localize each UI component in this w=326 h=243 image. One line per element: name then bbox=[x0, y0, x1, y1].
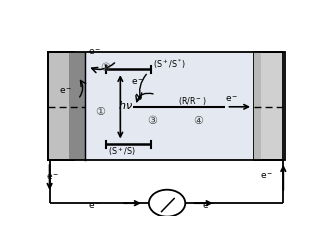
Bar bbox=[48, 52, 285, 160]
Text: ②: ② bbox=[100, 63, 110, 73]
Text: e$^-$: e$^-$ bbox=[88, 201, 102, 211]
Text: e$^-$: e$^-$ bbox=[59, 86, 72, 96]
Text: (R/R$^-$): (R/R$^-$) bbox=[178, 95, 207, 107]
Text: (S$^+$/S): (S$^+$/S) bbox=[108, 145, 135, 158]
Text: e$^-$: e$^-$ bbox=[131, 78, 145, 87]
Text: $h\nu$: $h\nu$ bbox=[118, 99, 133, 111]
Bar bbox=[85, 52, 254, 160]
Text: ③: ③ bbox=[147, 116, 157, 126]
Circle shape bbox=[149, 190, 185, 217]
Text: e$^-$: e$^-$ bbox=[88, 48, 102, 57]
Text: e$^-$: e$^-$ bbox=[46, 172, 59, 182]
Bar bbox=[68, 52, 85, 160]
Text: e$^-$: e$^-$ bbox=[225, 95, 238, 104]
Bar bbox=[48, 52, 74, 160]
Bar bbox=[254, 52, 283, 160]
Text: ④: ④ bbox=[194, 116, 204, 126]
Text: e$^-$: e$^-$ bbox=[260, 171, 274, 181]
Text: ①: ① bbox=[95, 107, 105, 117]
Bar bbox=[254, 52, 260, 160]
Text: e$^-$: e$^-$ bbox=[202, 201, 215, 211]
Text: (S$^+$/S$^*$): (S$^+$/S$^*$) bbox=[153, 58, 186, 71]
